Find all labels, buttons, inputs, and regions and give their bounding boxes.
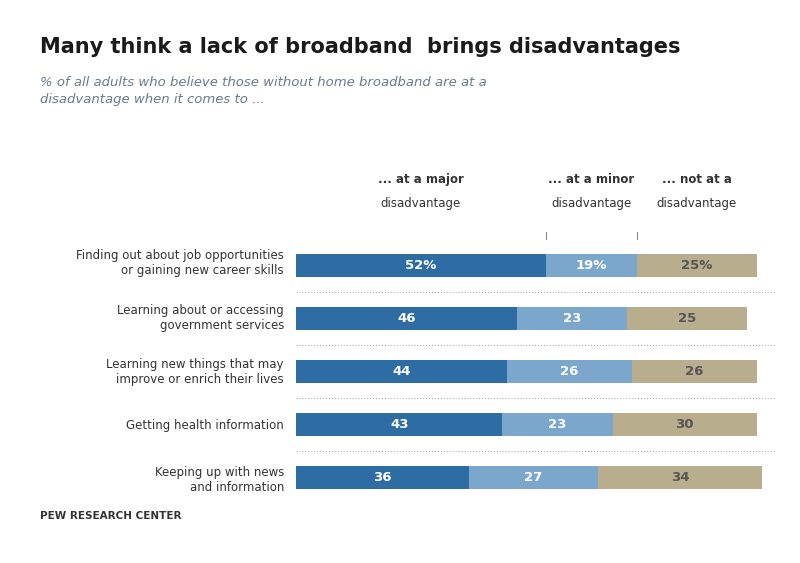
Text: 46: 46 — [397, 312, 416, 325]
Text: disadvantage: disadvantage — [657, 197, 737, 210]
Bar — [627, 307, 747, 330]
Text: 23: 23 — [563, 312, 581, 325]
Bar — [613, 413, 757, 436]
Text: 27: 27 — [525, 471, 542, 484]
Bar — [598, 466, 762, 489]
Text: Keeping up with news
and information: Keeping up with news and information — [154, 466, 284, 494]
Text: 25: 25 — [678, 312, 696, 325]
Bar — [296, 466, 469, 489]
Bar — [546, 254, 637, 277]
Text: 44: 44 — [392, 365, 411, 378]
Bar — [469, 466, 598, 489]
Bar — [296, 360, 507, 383]
Bar — [296, 307, 517, 330]
Text: disadvantage: disadvantage — [381, 197, 461, 210]
Text: 26: 26 — [561, 365, 578, 378]
Text: ... not at a: ... not at a — [662, 173, 732, 186]
Bar — [637, 254, 757, 277]
Bar — [507, 360, 632, 383]
Text: ... at a major: ... at a major — [378, 173, 464, 186]
Text: 43: 43 — [390, 418, 409, 431]
Text: 34: 34 — [670, 471, 690, 484]
Text: 30: 30 — [675, 418, 694, 431]
Text: Getting health information: Getting health information — [126, 419, 284, 432]
Text: 26: 26 — [686, 365, 703, 378]
Text: 23: 23 — [549, 418, 566, 431]
Text: 19%: 19% — [575, 259, 607, 272]
Text: 36: 36 — [373, 471, 392, 484]
Bar — [502, 413, 613, 436]
Text: disadvantage: disadvantage — [551, 197, 631, 210]
Text: 25%: 25% — [681, 259, 713, 272]
Bar — [517, 307, 627, 330]
Text: Learning about or accessing
government services: Learning about or accessing government s… — [118, 303, 284, 332]
Text: Many think a lack of broadband  brings disadvantages: Many think a lack of broadband brings di… — [40, 37, 681, 57]
Text: ... at a minor: ... at a minor — [548, 173, 634, 186]
Text: Learning new things that may
improve or enrich their lives: Learning new things that may improve or … — [106, 358, 284, 386]
Text: % of all adults who believe those without home broadband are at a
disadvantage w: % of all adults who believe those withou… — [40, 76, 486, 106]
Bar — [296, 254, 546, 277]
Text: 52%: 52% — [405, 259, 437, 272]
Text: Finding out about job opportunities
or gaining new career skills: Finding out about job opportunities or g… — [76, 249, 284, 278]
Bar — [632, 360, 757, 383]
Text: PEW RESEARCH CENTER: PEW RESEARCH CENTER — [40, 511, 182, 521]
Bar — [296, 413, 502, 436]
